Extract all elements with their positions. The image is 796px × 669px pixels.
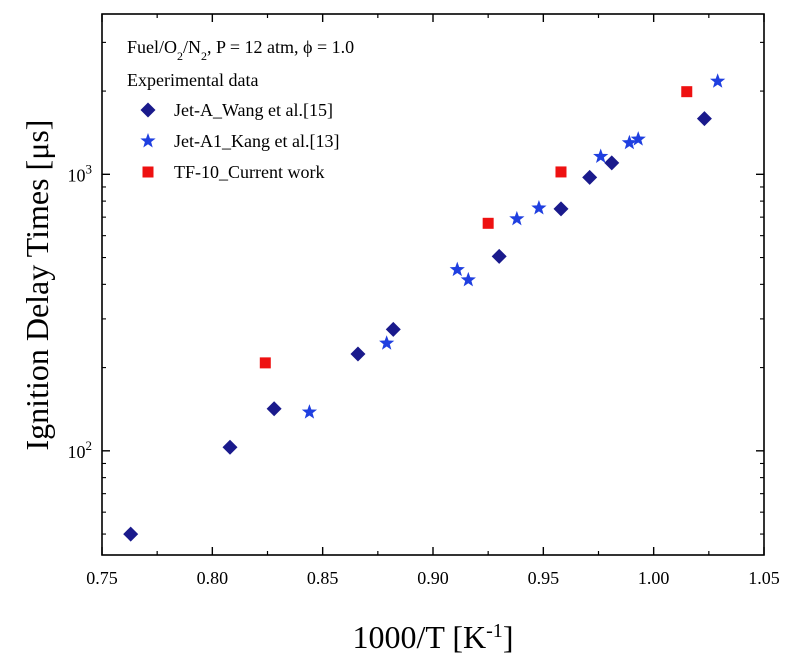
- data-point-star: [621, 134, 637, 150]
- y-tick-label: 102: [68, 438, 93, 462]
- data-point-square: [259, 357, 271, 369]
- legend-marker-star: [140, 133, 156, 148]
- data-point-star: [509, 210, 525, 226]
- data-point-diamond: [350, 346, 366, 362]
- axis-ticks: 0.75 0.80 0.85 0.90 0.95 1.00 1.05 102 103: [68, 14, 780, 588]
- data-point-star: [630, 131, 646, 146]
- data-point-square: [482, 217, 494, 229]
- y-tick-label: 103: [68, 161, 93, 185]
- data-point-diamond: [266, 401, 282, 417]
- legend-conditions: Fuel/O2/N2, P = 12 atm, ϕ = 1.0: [127, 37, 354, 63]
- data-point-diamond: [604, 155, 620, 171]
- data-point-star: [460, 271, 476, 287]
- data-point-star: [301, 404, 318, 419]
- legend: Fuel/O2/N2, P = 12 atm, ϕ = 1.0 Experime…: [127, 37, 354, 182]
- data-point-diamond: [222, 439, 238, 455]
- data-point-star: [449, 261, 465, 277]
- data-point-star: [710, 73, 726, 88]
- x-tick-label: 1.00: [638, 568, 670, 588]
- x-tick-label: 0.85: [307, 568, 339, 588]
- legend-marker-square: [142, 166, 154, 178]
- legend-heading: Experimental data: [127, 70, 258, 90]
- data-point-square: [681, 86, 693, 98]
- x-axis-title: 1000/T [K-1]: [353, 619, 514, 655]
- x-tick-label: 1.05: [748, 568, 780, 588]
- data-point-diamond: [491, 248, 507, 264]
- data-point-diamond: [385, 321, 401, 337]
- data-points: [123, 73, 726, 542]
- data-point-diamond: [553, 201, 569, 217]
- y-axis-title: Ignition Delay Times [μs]: [19, 120, 55, 451]
- x-tick-label: 0.75: [86, 568, 118, 588]
- x-tick-label: 0.80: [197, 568, 229, 588]
- legend-label: Jet-A_Wang et al.[15]: [174, 100, 333, 120]
- data-point-star: [531, 200, 547, 215]
- data-point-diamond: [696, 111, 712, 127]
- legend-marker-diamond: [140, 102, 156, 118]
- legend-entries: Jet-A_Wang et al.[15] Jet-A1_Kang et al.[…: [140, 100, 339, 182]
- data-point-diamond: [123, 526, 139, 542]
- data-point-square: [555, 166, 567, 178]
- x-tick-label: 0.90: [417, 568, 449, 588]
- data-point-star: [593, 148, 609, 163]
- data-point-star: [379, 335, 395, 350]
- legend-label: TF-10_Current work: [174, 162, 324, 182]
- plot-frame: [101, 13, 765, 556]
- x-tick-label: 0.95: [528, 568, 560, 588]
- legend-label: Jet-A1_Kang et al.[13]: [174, 131, 339, 151]
- data-point-diamond: [582, 169, 598, 185]
